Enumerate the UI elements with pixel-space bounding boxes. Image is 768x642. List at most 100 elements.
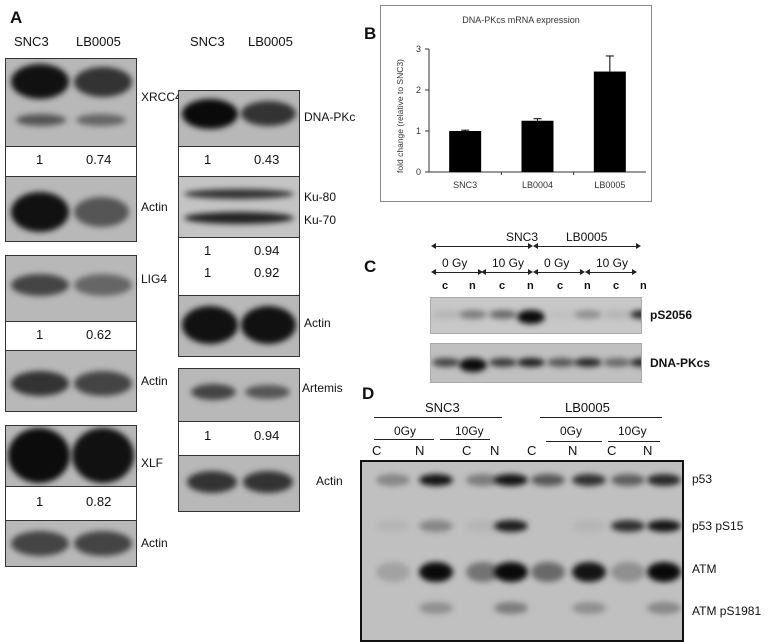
ku80-value-lb0005: 0.94 [254, 243, 280, 258]
protein-band [74, 371, 132, 396]
dose-line [440, 439, 490, 440]
dose-arrow [481, 269, 533, 275]
fraction-label: C [527, 443, 537, 458]
protein-band [531, 474, 565, 486]
fraction-label: N [568, 443, 578, 458]
dose-label: 0Gy [394, 424, 417, 438]
protein-band [574, 310, 602, 319]
x-tick-label: LB0005 [594, 180, 625, 190]
protein-band [572, 520, 606, 532]
protein-band [531, 520, 565, 532]
actin-blot-1 [5, 176, 137, 242]
protein-band [572, 562, 606, 582]
protein-band [517, 310, 545, 324]
ku70-value-lb0005: 0.92 [254, 265, 280, 280]
fraction-label: c [499, 280, 506, 292]
actin-blot-3 [5, 520, 137, 567]
fraction-label: n [640, 280, 647, 292]
protein-band [630, 358, 641, 367]
protein-band [574, 358, 602, 367]
protein-band [466, 474, 500, 486]
protein-band [11, 64, 69, 99]
dose-label: 0 Gy [442, 256, 468, 270]
artemis-value-lb0005: 0.94 [254, 428, 280, 443]
chart-title: DNA-PKcs mRNA expression [462, 15, 580, 25]
col-header-snc3-right: SNC3 [190, 34, 225, 49]
xrcc4-blot [5, 58, 137, 147]
protein-band [572, 474, 606, 486]
protein-band [494, 474, 528, 486]
col-header-lb0005: LB0005 [76, 34, 121, 49]
group-label-lb0005: LB0005 [565, 400, 610, 415]
fraction-label: n [584, 280, 591, 292]
fraction-label: c [557, 280, 564, 292]
protein-band [16, 114, 66, 126]
protein-band [376, 520, 410, 532]
xlf-blot [5, 425, 137, 487]
ku80-value-snc3: 1 [204, 243, 212, 258]
protein-band [74, 531, 132, 556]
actin-blot-4 [178, 295, 300, 357]
protein-band [182, 99, 238, 129]
protein-band [72, 428, 134, 483]
protein-band [182, 306, 238, 344]
x-tick-label: LB0004 [522, 180, 553, 190]
protein-band [76, 114, 126, 126]
protein-band [647, 602, 681, 614]
protein-band [494, 562, 528, 582]
protein-band [489, 310, 517, 319]
y-tick-label: 1 [416, 126, 421, 136]
group-label-lb0005: LB0005 [566, 230, 608, 244]
protein-band [11, 531, 69, 556]
protein-band [419, 520, 453, 532]
protein-band [191, 384, 236, 400]
fraction-label: N [490, 443, 500, 458]
group-arrow [533, 243, 641, 249]
lig4-blot [5, 255, 137, 322]
protein-band [419, 562, 453, 582]
label-atm-ps1981: ATM pS1981 [692, 604, 762, 618]
x-tick-label: SNC3 [453, 180, 477, 190]
group-line [540, 417, 662, 418]
bar-chart-frame: DNA-PKcs mRNA expression fold change (re… [380, 5, 652, 202]
protein-band [243, 471, 293, 493]
protein-band [8, 428, 70, 483]
fraction-label: n [469, 280, 476, 292]
col-header-snc3: SNC3 [14, 34, 49, 49]
ku-blot [178, 176, 300, 238]
actin-blot-2 [5, 350, 137, 412]
label-ps2056: pS2056 [650, 308, 693, 322]
panel-b-letter: B [364, 24, 377, 43]
protein-band [611, 520, 645, 532]
chart-ylabel: fold change (relative to SNC3) [395, 59, 405, 173]
label-artemis: Artemis [302, 381, 343, 395]
dose-arrow [431, 269, 483, 275]
fraction-label: N [643, 443, 653, 458]
protein-band [432, 310, 460, 319]
label-xrcc4: XRCC4 [141, 90, 182, 104]
label-p53-ps15: p53 pS15 [692, 519, 744, 533]
protein-band [376, 602, 410, 614]
label-xlf: XLF [141, 456, 164, 470]
label-actin-5: Actin [316, 474, 343, 488]
protein-band [647, 474, 681, 486]
protein-band [376, 474, 410, 486]
panel-a-letter: A [10, 8, 23, 27]
protein-band [611, 602, 645, 614]
protein-band [494, 602, 528, 614]
protein-band [466, 602, 500, 614]
label-ku70: Ku-70 [304, 213, 337, 227]
protein-band [419, 474, 453, 486]
protein-band [241, 306, 296, 344]
protein-band [74, 274, 132, 296]
col-header-lb0005-right: LB0005 [248, 34, 293, 49]
protein-band [187, 471, 237, 493]
protein-band [611, 474, 645, 486]
artemis-value-snc3: 1 [204, 428, 212, 443]
xrcc4-value-snc3: 1 [36, 152, 44, 167]
protein-band [647, 520, 681, 532]
lig4-value-snc3: 1 [36, 327, 44, 342]
ps2056-blot [430, 297, 642, 334]
bar [521, 120, 554, 172]
artemis-blot [178, 368, 300, 422]
